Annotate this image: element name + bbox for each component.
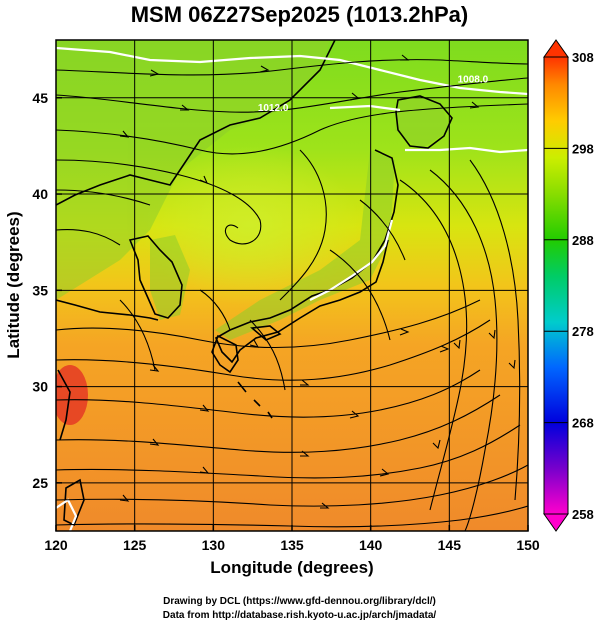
temperature-field: 1008.0 1012.0 [56,40,528,531]
isobar-label: 1012.0 [258,103,289,114]
isobar-label: 1008.0 [458,74,489,85]
credit-dcl: Drawing by DCL (https://www.gfd-dennou.o… [163,596,436,607]
colorbar-ticks: 308 298 288 278 268 258 [544,50,594,522]
colorbar-tick-label: 258 [572,507,594,522]
y-axis-ticks: 25 30 35 40 45 [32,90,62,491]
colorbar-top-triangle [543,39,569,58]
y-tick-label: 25 [32,475,48,491]
x-tick-label: 145 [438,537,462,553]
y-tick-label: 40 [32,186,48,202]
colorbar-tick-label: 308 [572,50,594,65]
x-axis-label: Longitude (degrees) [210,558,374,577]
y-tick-label: 35 [32,282,48,298]
x-tick-label: 150 [516,537,540,553]
colorbar-tick-label: 268 [572,416,594,431]
streamlines [56,59,528,531]
x-tick-label: 135 [280,537,304,553]
colorbar-tick-label: 288 [572,233,594,248]
y-tick-label: 45 [32,90,48,106]
colorbar-bottom-triangle [543,513,569,532]
map-title: MSM 06Z27Sep2025 (1013.2hPa) [130,2,469,27]
isobar-labels: 1008.0 1012.0 [258,74,489,114]
x-tick-label: 120 [44,537,68,553]
streamline-arrows [119,54,516,509]
x-tick-label: 125 [123,537,147,553]
y-tick-label: 30 [32,379,48,395]
x-tick-label: 140 [359,537,383,553]
land-masses [56,40,450,340]
colorbar-tick-label: 278 [572,324,594,339]
y-axis-label: Latitude (degrees) [4,211,23,359]
x-axis-ticks: 120 125 130 135 140 145 150 [44,525,540,553]
grid-lines [56,40,528,531]
colorbar-tick-label: 298 [572,141,594,156]
isobars [56,46,528,531]
colorbar: 308 298 288 278 268 258 [543,39,594,532]
credit-data-source: Data from http://database.rish.kyoto-u.a… [162,610,437,621]
x-tick-label: 130 [202,537,226,553]
colorbar-bar [543,56,569,515]
